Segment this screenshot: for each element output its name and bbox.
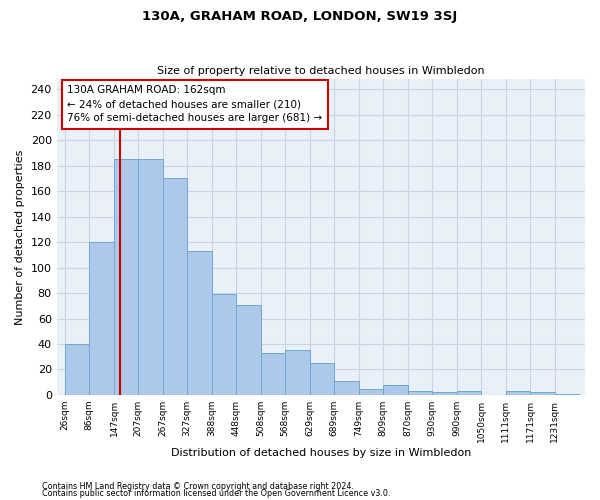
Y-axis label: Number of detached properties: Number of detached properties <box>15 150 25 324</box>
Text: 130A, GRAHAM ROAD, LONDON, SW19 3SJ: 130A, GRAHAM ROAD, LONDON, SW19 3SJ <box>142 10 458 23</box>
Bar <box>114 160 139 395</box>
Bar <box>89 242 114 395</box>
Bar <box>530 392 554 395</box>
Bar <box>408 391 432 395</box>
Bar <box>506 391 530 395</box>
Bar <box>334 381 359 395</box>
Bar <box>285 350 310 395</box>
Bar <box>187 251 212 395</box>
Bar <box>139 160 163 395</box>
Bar <box>432 392 457 395</box>
Bar <box>359 388 383 395</box>
Bar <box>163 178 187 395</box>
X-axis label: Distribution of detached houses by size in Wimbledon: Distribution of detached houses by size … <box>170 448 471 458</box>
Bar <box>310 363 334 395</box>
Title: Size of property relative to detached houses in Wimbledon: Size of property relative to detached ho… <box>157 66 485 76</box>
Bar <box>65 344 89 395</box>
Bar <box>260 353 285 395</box>
Bar <box>212 294 236 395</box>
Bar <box>236 304 260 395</box>
Bar <box>457 391 481 395</box>
Text: 130A GRAHAM ROAD: 162sqm
← 24% of detached houses are smaller (210)
76% of semi-: 130A GRAHAM ROAD: 162sqm ← 24% of detach… <box>67 86 322 124</box>
Bar <box>383 385 408 395</box>
Text: Contains HM Land Registry data © Crown copyright and database right 2024.: Contains HM Land Registry data © Crown c… <box>42 482 354 491</box>
Bar <box>554 394 579 395</box>
Text: Contains public sector information licensed under the Open Government Licence v3: Contains public sector information licen… <box>42 489 391 498</box>
